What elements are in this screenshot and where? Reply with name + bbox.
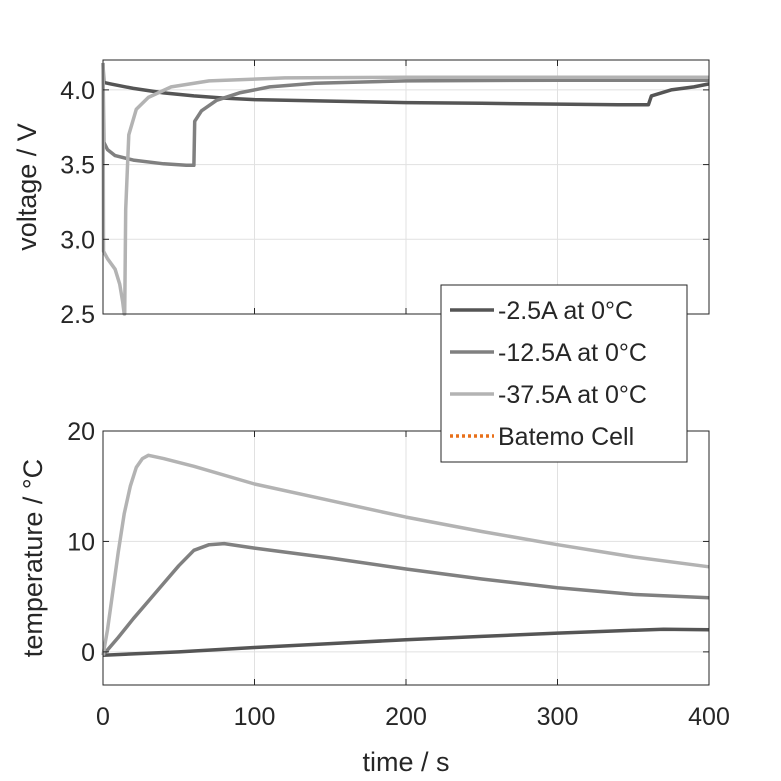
legend: -2.5A at 0°C -12.5A at 0°C -37.5A at 0°C… bbox=[440, 284, 688, 463]
legend-entry-4: Batemo Cell bbox=[450, 423, 634, 451]
y-tick-label: 10 bbox=[67, 528, 95, 556]
legend-label-1: -2.5A at 0°C bbox=[498, 297, 633, 325]
x-tick-label: 100 bbox=[234, 703, 276, 731]
y-tick-label: 3.0 bbox=[60, 226, 95, 254]
series-line-2 bbox=[101, 541, 710, 657]
y-tick-label: 0 bbox=[81, 639, 95, 667]
temperature-series-group bbox=[101, 453, 710, 657]
x-tick-label: 200 bbox=[385, 703, 427, 731]
series-line-2 bbox=[101, 62, 709, 168]
voltage-tick-group: 2.5 3.0 3.5 4.0 bbox=[60, 60, 710, 329]
y-tick-label: 4.0 bbox=[60, 77, 95, 105]
voltage-gridlines bbox=[102, 60, 710, 315]
voltage-series-group bbox=[101, 62, 710, 316]
series-line-1 bbox=[101, 62, 710, 107]
legend-box bbox=[440, 284, 688, 463]
legend-label-4: Batemo Cell bbox=[498, 423, 634, 451]
y-tick-label: 2.5 bbox=[60, 301, 95, 329]
time-x-axis-label: time / s bbox=[362, 747, 449, 777]
temperature-gridlines bbox=[102, 430, 710, 685]
legend-label-3: -37.5A at 0°C bbox=[498, 381, 647, 409]
voltage-y-axis-label: voltage / V bbox=[12, 123, 42, 251]
x-tick-label: 300 bbox=[537, 703, 579, 731]
series-line-3 bbox=[101, 453, 710, 656]
legend-entry-3: -37.5A at 0°C bbox=[450, 381, 647, 409]
voltage-plot: 2.5 3.0 3.5 4.0 voltage / V bbox=[12, 59, 710, 329]
legend-entry-2: -12.5A at 0°C bbox=[450, 339, 647, 367]
x-tick-label: 0 bbox=[96, 703, 110, 731]
series-line-1 bbox=[102, 627, 710, 657]
y-tick-label: 3.5 bbox=[60, 152, 95, 180]
series-line-3 bbox=[101, 62, 709, 316]
temperature-plot: 0 100 200 300 400 0 10 20 temperature / °C time… bbox=[18, 418, 730, 777]
x-tick-label: 400 bbox=[688, 703, 730, 731]
y-tick-label: 20 bbox=[67, 418, 95, 446]
legend-label-2: -12.5A at 0°C bbox=[498, 339, 647, 367]
legend-entry-1: -2.5A at 0°C bbox=[450, 297, 633, 325]
temperature-y-axis-label: temperature / °C bbox=[18, 459, 48, 657]
temperature-tick-group: 0 100 200 300 400 0 10 20 bbox=[67, 418, 730, 731]
